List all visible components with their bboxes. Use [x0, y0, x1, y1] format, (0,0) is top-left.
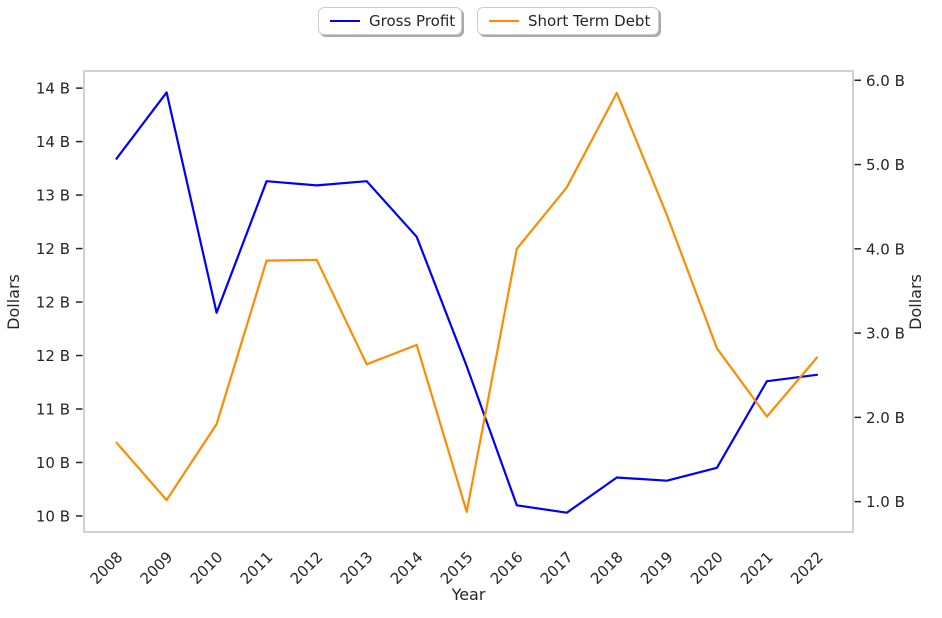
left-tick-label: 10 B	[36, 454, 70, 472]
right-tick-label: 5.0 B	[866, 156, 905, 174]
right-tick-label: 6.0 B	[866, 72, 905, 90]
legend-item-gross-profit: Gross Profit	[318, 7, 462, 35]
legend-item-short-term-debt: Short Term Debt	[477, 7, 659, 35]
x-tick-label: 2009	[137, 548, 177, 588]
left-tick-label: 11 B	[36, 400, 70, 418]
x-tick-label: 2011	[237, 548, 277, 588]
right-tick-label: 2.0 B	[866, 409, 905, 427]
series-line-short-term-debt	[115, 91, 819, 513]
x-tick-label: 2016	[487, 548, 527, 588]
left-tick-label: 13 B	[36, 187, 70, 205]
x-tick-label: 2021	[737, 548, 777, 588]
short-term-debt-line-swatch	[489, 20, 519, 22]
gross-profit-line-swatch	[330, 20, 360, 22]
x-axis-title: Year	[451, 585, 486, 604]
left-tick-label: 12 B	[36, 294, 70, 312]
right-axis-title: Dollars	[906, 274, 925, 330]
x-tick-label: 2013	[337, 548, 377, 588]
x-tick-label: 2017	[537, 548, 577, 588]
legend-label-gross-profit: Gross Profit	[369, 12, 456, 30]
right-tick-label: 4.0 B	[866, 240, 905, 258]
left-tick-label: 10 B	[36, 507, 70, 525]
x-tick-label: 2008	[87, 548, 127, 588]
x-tick-label: 2014	[387, 548, 427, 588]
left-tick-label: 14 B	[36, 133, 70, 151]
left-axis-title: Dollars	[4, 274, 23, 330]
left-tick-label: 12 B	[36, 347, 70, 365]
x-tick-label: 2010	[187, 548, 227, 588]
legend-label-short-term-debt: Short Term Debt	[528, 12, 651, 30]
right-tick-label: 1.0 B	[866, 493, 905, 511]
left-tick-label: 12 B	[36, 240, 70, 258]
series-line-gross-profit	[115, 91, 819, 514]
x-tick-label: 2012	[287, 548, 327, 588]
x-tick-label: 2022	[787, 548, 827, 588]
right-tick-label: 3.0 B	[866, 325, 905, 343]
x-tick-label: 2015	[437, 548, 477, 588]
x-tick-label: 2018	[587, 548, 627, 588]
left-tick-label: 14 B	[36, 80, 70, 98]
x-tick-label: 2019	[637, 548, 677, 588]
plot-border	[83, 70, 854, 533]
x-tick-label: 2020	[687, 548, 727, 588]
